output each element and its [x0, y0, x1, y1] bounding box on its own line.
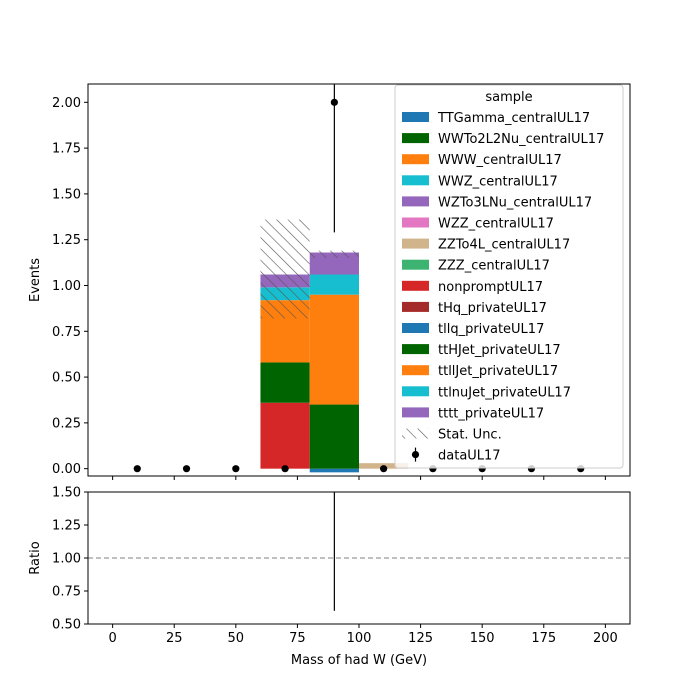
- ratio-plot-area: [88, 492, 630, 611]
- legend-label-ZZZ_centralUL17: ZZZ_centralUL17: [438, 259, 550, 274]
- data-point-1: [182, 465, 191, 473]
- legend-swatch-WZZ_centralUL17: [402, 217, 429, 228]
- ratio-x-tick-label-8: 200: [593, 631, 618, 646]
- ratio-x-axis-title: Mass of had W (GeV): [291, 653, 427, 668]
- legend-swatch-tHq_privateUL17: [402, 301, 429, 312]
- ratio-x-tick-label-4: 100: [347, 631, 372, 646]
- legend-swatch-tllq_privateUL17: [402, 323, 429, 333]
- legend-label-WZTo3LNu_centralUL17: WZTo3LNu_centralUL17: [438, 195, 592, 210]
- ratio-x-tick-label-1: 25: [166, 631, 183, 646]
- legend-swatch-stat-unc: [402, 428, 429, 439]
- legend-title: sample: [485, 90, 532, 105]
- legend-frame: [394, 84, 624, 469]
- stat-unc-band-1: [309, 250, 359, 259]
- ratio-x-tick-label-6: 150: [470, 631, 495, 646]
- bar-ttHJet_privateUL17-bin-4: [309, 404, 359, 469]
- data-point-3: [281, 465, 289, 473]
- legend-label-tHq_privateUL17: tHq_privateUL17: [438, 301, 547, 316]
- legend-label-WWZ_centralUL17: WWZ_centralUL17: [438, 174, 558, 189]
- legend-swatch-TTGamma_centralUL17: [402, 112, 429, 122]
- bar-ttllJet_privateUL17-bin-4: [309, 294, 359, 405]
- main-y-tick-label-2: 0.50: [52, 371, 81, 386]
- main-y-tick-label-0: 0.00: [52, 462, 81, 477]
- legend-label-WWW_centralUL17: WWW_centralUL17: [438, 153, 562, 168]
- legend: sample TTGamma_centralUL17 WWTo2L2Nu_cent…: [394, 84, 624, 469]
- legend-marker-data: [411, 451, 420, 459]
- legend-label-tttt_privateUL17: tttt_privateUL17: [438, 406, 544, 421]
- legend-swatch-WWW_centralUL17: [402, 154, 429, 165]
- legend-swatch-WZTo3LNu_centralUL17: [402, 196, 429, 207]
- main-y-tick-label-8: 2.00: [52, 96, 81, 111]
- stat-unc-band-0: [260, 219, 310, 319]
- legend-swatch-nonpromptUL17: [402, 280, 429, 291]
- ratio-x-ticks: 0 25 50 75 100 125 150 175 200: [108, 624, 618, 646]
- ratio-x-tick-label-0: 0: [108, 631, 116, 646]
- legend-label-ttllJet_privateUL17: ttllJet_privateUL17: [438, 364, 558, 379]
- data-point-5: [380, 465, 388, 473]
- ratio-x-tick-label-2: 50: [228, 631, 245, 646]
- main-y-tick-label-4: 1.00: [52, 279, 81, 294]
- legend-label-ZZTo4L_centralUL17: ZZTo4L_centralUL17: [438, 238, 570, 253]
- ratio-y-tick-label-1: 0.75: [52, 585, 81, 600]
- data-point-0: [133, 465, 141, 473]
- ratio-y-tick-label-4: 1.50: [52, 486, 81, 501]
- data-point-4: [330, 98, 338, 106]
- ratio-y-axis-title: Ratio: [28, 541, 43, 574]
- legend-swatch-WWTo2L2Nu_centralUL17: [402, 133, 429, 144]
- ratio-x-tick-label-5: 125: [408, 631, 433, 646]
- main-y-tick-label-1: 0.25: [52, 416, 81, 431]
- main-y-tick-label-7: 1.75: [52, 142, 81, 157]
- main-y-tick-label-6: 1.50: [52, 187, 81, 202]
- legend-swatch-ZZTo4L_centralUL17: [402, 238, 429, 249]
- legend-label-nonpromptUL17: nonpromptUL17: [438, 280, 543, 295]
- legend-label-stat-unc: Stat. Unc.: [438, 428, 502, 443]
- legend-swatch-ttllJet_privateUL17: [402, 365, 429, 376]
- ratio-plot-panel: 0 25 50 75 100 125 150 175 200 0.50 0.75 1.00 1.25 1…: [28, 486, 631, 668]
- legend-label-TTGamma_centralUL17: TTGamma_centralUL17: [437, 111, 590, 126]
- main-plot-panel: 0.00 0.25 0.50 0.75 1.00 1.25 1.50 1.75 2.00 Eve…: [28, 83, 631, 480]
- ratio-x-tick-label-3: 75: [289, 631, 306, 646]
- ratio-x-tick-label-7: 175: [531, 631, 556, 646]
- legend-label-WZZ_centralUL17: WZZ_centralUL17: [438, 217, 554, 232]
- bar-ttlnuJet_privateUL17-bin-4: [309, 274, 359, 295]
- ratio-y-ticks: 0.50 0.75 1.00 1.25 1.50: [52, 486, 88, 633]
- ratio-y-tick-label-2: 1.00: [52, 552, 81, 567]
- main-y-tick-label-5: 1.25: [52, 233, 81, 248]
- ratio-y-tick-label-0: 0.50: [52, 618, 81, 633]
- bar-ttHJet_privateUL17-bin-3: [260, 362, 310, 403]
- legend-entries: TTGamma_centralUL17 WWTo2L2Nu_centralUL17…: [402, 111, 604, 464]
- main-y-tick-label-3: 0.75: [52, 325, 81, 340]
- legend-swatch-ttlnuJet_privateUL17: [402, 386, 429, 397]
- main-y-ticks: 0.00 0.25 0.50 0.75 1.00 1.25 1.50 1.75 2.00: [52, 96, 88, 477]
- bar-TTGamma_centralUL17-bin-4: [309, 468, 359, 473]
- legend-swatch-tttt_privateUL17: [402, 407, 429, 418]
- data-point-2: [232, 465, 240, 473]
- ratio-y-tick-label-3: 1.25: [52, 519, 81, 534]
- legend-label-WWTo2L2Nu_centralUL17: WWTo2L2Nu_centralUL17: [438, 132, 604, 147]
- legend-swatch-ZZZ_centralUL17: [402, 259, 429, 270]
- legend-label-data: dataUL17: [438, 449, 501, 464]
- legend-swatch-ttHJet_privateUL17: [402, 344, 429, 355]
- bar-nonpromptUL17-bin-3: [260, 402, 310, 469]
- legend-swatch-WWZ_centralUL17: [402, 175, 429, 186]
- legend-label-tllq_privateUL17: tllq_privateUL17: [438, 322, 544, 337]
- main-x-ticks: [112, 476, 606, 480]
- legend-label-ttlnuJet_privateUL17: ttlnuJet_privateUL17: [438, 385, 571, 400]
- main-plot-area: [133, 84, 585, 473]
- main-y-axis-title: Events: [28, 258, 43, 302]
- legend-label-ttHJet_privateUL17: ttHJet_privateUL17: [438, 343, 561, 358]
